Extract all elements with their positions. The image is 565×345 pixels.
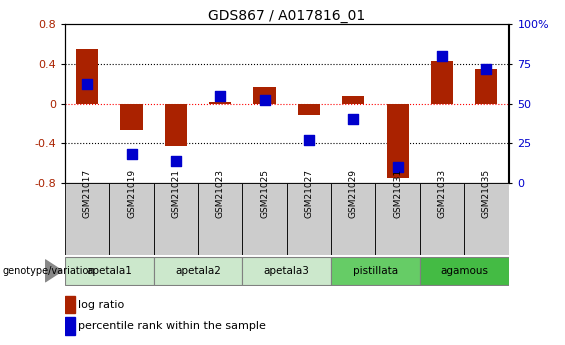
Title: GDS867 / A017816_01: GDS867 / A017816_01 (208, 9, 366, 23)
Point (482, 66, 491, 71)
Text: GSM21027: GSM21027 (305, 169, 314, 218)
Point (216, 93, 225, 98)
Point (305, 137, 314, 143)
Text: percentile rank within the sample: percentile rank within the sample (79, 321, 266, 331)
Bar (65, 257, 154, 285)
Bar (65, 317, 75, 335)
Point (127, 151, 136, 157)
Bar (120, 104, 142, 130)
Text: GSM21019: GSM21019 (127, 168, 136, 218)
Bar (65, 183, 110, 255)
Text: genotype/variation: genotype/variation (3, 266, 95, 276)
Bar (242, 257, 331, 285)
Bar (154, 257, 242, 285)
Bar (198, 183, 242, 255)
Text: GSM21017: GSM21017 (82, 168, 92, 218)
Bar (420, 257, 508, 285)
Bar (420, 183, 464, 255)
Bar (165, 104, 187, 146)
Point (393, 164, 402, 170)
Bar (287, 183, 331, 255)
Bar (65, 296, 75, 313)
Text: apetala3: apetala3 (264, 266, 310, 276)
Point (82, 82, 92, 87)
Bar (209, 101, 231, 104)
Bar (342, 96, 364, 104)
Text: pistillata: pistillata (353, 266, 398, 276)
Polygon shape (45, 260, 62, 282)
Point (171, 158, 180, 164)
Point (437, 53, 446, 59)
Bar (254, 87, 276, 104)
Bar (464, 183, 508, 255)
Text: log ratio: log ratio (79, 300, 124, 310)
Text: GSM21029: GSM21029 (349, 169, 358, 218)
Bar (76, 49, 98, 104)
Bar (154, 183, 198, 255)
Text: GSM21031: GSM21031 (393, 168, 402, 218)
Bar (331, 257, 420, 285)
Point (260, 98, 269, 103)
Text: apetala2: apetala2 (175, 266, 221, 276)
Text: GSM21021: GSM21021 (171, 169, 180, 218)
Bar (331, 183, 376, 255)
Text: apetala1: apetala1 (86, 266, 132, 276)
Text: GSM21025: GSM21025 (260, 169, 269, 218)
Text: agamous: agamous (440, 266, 488, 276)
Bar (298, 104, 320, 115)
Bar (110, 183, 154, 255)
Bar (475, 69, 497, 104)
Text: GSM21023: GSM21023 (216, 169, 225, 218)
Text: GSM21035: GSM21035 (482, 168, 491, 218)
Bar (386, 104, 408, 178)
Bar (375, 183, 420, 255)
Point (349, 117, 358, 122)
Text: GSM21033: GSM21033 (437, 168, 446, 218)
Bar (431, 61, 453, 104)
Bar (242, 183, 287, 255)
